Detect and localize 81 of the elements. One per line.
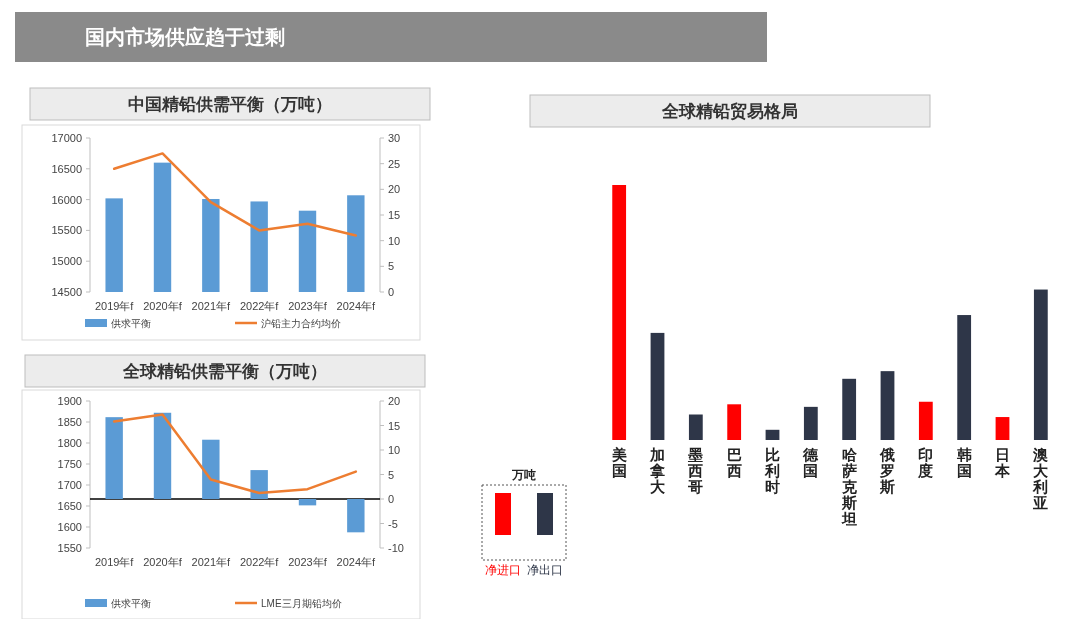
y2-tick-label: 10 <box>388 234 401 247</box>
chart-title: 全球精铅供需平衡（万吨） <box>122 362 327 381</box>
bar <box>688 414 703 440</box>
y2-tick-label: 5 <box>388 260 395 273</box>
x-tick-label: 2020年f <box>143 556 183 568</box>
y-tick-label: 1900 <box>57 395 82 407</box>
x-tick-label: 澳大利亚 <box>1032 446 1050 511</box>
x-tick-label: 日本 <box>994 446 1011 479</box>
y-tick-label: 1550 <box>57 542 82 554</box>
y2-tick-label: 25 <box>388 157 401 170</box>
y2-tick-label: 15 <box>388 419 401 432</box>
y-tick-label: 15500 <box>51 224 82 237</box>
y-tick-label: 15000 <box>51 255 82 268</box>
bar <box>153 412 172 499</box>
y-tick-label: 17000 <box>51 132 82 144</box>
y2-tick-label: 30 <box>388 132 401 144</box>
bar <box>995 417 1010 440</box>
y-tick-label: 1650 <box>57 500 82 512</box>
x-tick-label: 2022年f <box>239 300 280 312</box>
x-tick-label: 2024年f <box>336 556 377 568</box>
legend-label: 供求平衡 <box>111 598 151 609</box>
x-tick-label: 德国 <box>802 446 820 479</box>
x-tick-label: 2019年f <box>94 556 135 568</box>
legend-label: 沪铅主力合约均价 <box>261 318 341 329</box>
bar <box>880 371 895 440</box>
y2-tick-label: -10 <box>388 542 404 554</box>
y2-tick-label: 0 <box>388 493 395 505</box>
legend-label: LME三月期铅均价 <box>261 598 342 609</box>
x-tick-label: 巴西 <box>725 446 742 479</box>
bar <box>650 332 665 440</box>
x-tick-label: 墨西哥 <box>687 446 704 495</box>
x-tick-label: 2021年f <box>191 300 232 312</box>
x-tick-label: 2019年f <box>94 300 135 312</box>
text: 净进口 <box>485 563 521 577</box>
x-tick-label: 2020年f <box>143 300 183 312</box>
legend-label: 供求平衡 <box>111 318 151 329</box>
y2-tick-label: 20 <box>388 183 401 196</box>
bar <box>105 417 123 499</box>
y2-tick-label: 0 <box>388 286 395 298</box>
y-tick-label: 1800 <box>57 437 82 449</box>
text: 国内市场供应趋于过剩 <box>85 26 285 48</box>
bar <box>1033 289 1048 440</box>
bar <box>765 429 780 440</box>
x-tick-label: 印度 <box>917 446 934 479</box>
y-tick-label: 14500 <box>51 286 82 298</box>
y-tick-label: 1850 <box>57 416 82 428</box>
y2-tick-label: 10 <box>388 444 401 456</box>
x-tick-label: 哈萨克斯坦 <box>840 446 858 527</box>
y-tick-label: 1700 <box>57 479 82 491</box>
x-tick-label: 2023年f <box>288 300 328 312</box>
x-tick-label: 俄罗斯 <box>879 446 895 495</box>
legend-title: 万吨 <box>511 468 536 482</box>
bar <box>803 406 818 440</box>
bar <box>918 401 933 440</box>
x-tick-label: 比利时 <box>764 446 780 495</box>
x-tick-label: 2024年f <box>336 300 377 312</box>
bar <box>727 404 742 440</box>
y-tick-label: 1750 <box>57 458 82 470</box>
y-tick-label: 16500 <box>51 162 82 175</box>
x-tick-label: 2021年f <box>191 556 232 568</box>
x-tick-label: 韩国 <box>955 446 972 479</box>
x-tick-label: 2023年f <box>288 556 328 568</box>
y2-tick-label: 5 <box>388 468 395 481</box>
text: 净出口 <box>527 563 563 577</box>
bar <box>842 378 857 440</box>
chart-title: 全球精铅贸易格局 <box>661 102 798 121</box>
y2-tick-label: 20 <box>388 395 401 407</box>
y-tick-label: 16000 <box>51 193 82 206</box>
bar <box>612 185 627 440</box>
x-tick-label: 美国 <box>610 446 627 479</box>
x-tick-label: 加拿大 <box>649 446 666 495</box>
y2-tick-label: 15 <box>388 209 401 221</box>
bar <box>298 499 317 506</box>
x-tick-label: 2022年f <box>239 556 280 568</box>
bar <box>957 315 972 440</box>
y2-tick-label: -5 <box>388 517 398 530</box>
chart-title: 中国精铅供需平衡（万吨） <box>128 95 332 114</box>
y-tick-label: 1600 <box>57 521 82 533</box>
bar <box>250 470 268 499</box>
bar <box>347 499 365 533</box>
bar <box>202 439 220 499</box>
